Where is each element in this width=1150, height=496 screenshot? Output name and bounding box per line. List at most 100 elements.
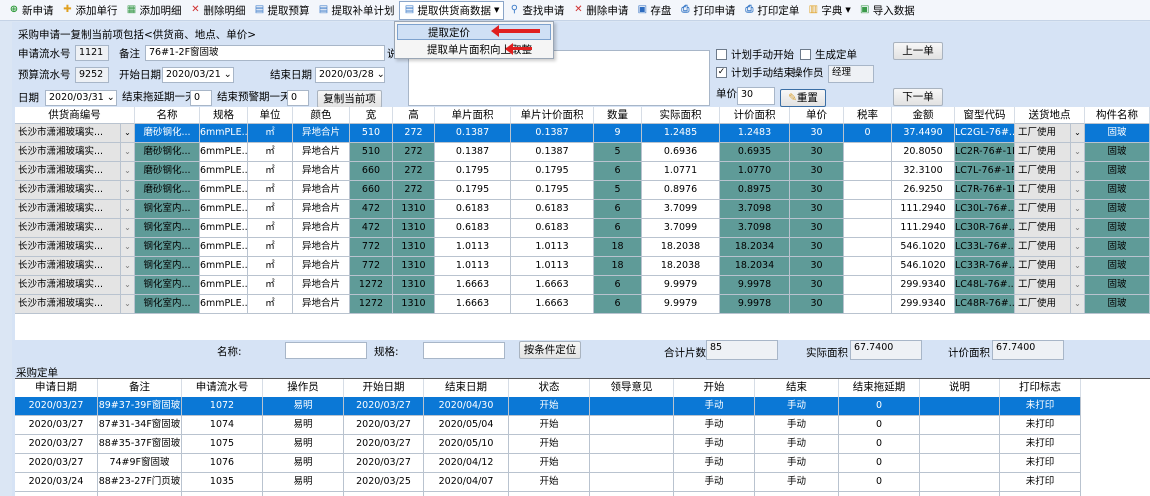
delivery-select[interactable]: 工厂使用 <box>1015 295 1071 314</box>
column-header[interactable]: 申请日期 <box>15 379 98 398</box>
column-header[interactable]: 领导意见 <box>590 379 674 398</box>
end-date-picker[interactable]: 2020/03/28 ⌄ <box>315 67 385 83</box>
toolbar-button-2[interactable]: ▦ 添加明细 <box>122 1 186 20</box>
chevron-down-icon[interactable]: ⌄ <box>1071 124 1085 143</box>
chevron-down-icon[interactable]: ⌄ <box>1071 257 1085 276</box>
chevron-down-icon[interactable]: ⌄ <box>1071 295 1085 314</box>
chevron-down-icon[interactable]: ⌄ <box>121 238 135 257</box>
warn-field[interactable]: 0 <box>287 90 309 106</box>
next-order-button[interactable]: 下一单 <box>893 88 943 106</box>
column-header[interactable]: 数量 <box>594 107 642 124</box>
column-header[interactable]: 颜色 <box>293 107 350 124</box>
apply-no-field[interactable]: 1121 <box>75 45 109 61</box>
chevron-down-icon[interactable]: ⌄ <box>1071 276 1085 295</box>
toolbar-button-13[interactable]: ▣ 导入数据 <box>855 1 919 20</box>
chevron-down-icon[interactable]: ⌄ <box>121 181 135 200</box>
copy-current-button[interactable]: 复制当前项 <box>317 90 382 108</box>
supplier-select[interactable]: 长沙市潇湘玻璃实... <box>15 276 121 295</box>
column-header[interactable]: 结束 <box>755 379 839 398</box>
supplier-select[interactable]: 长沙市潇湘玻璃实... <box>15 162 121 181</box>
column-header[interactable]: 结束拖延期 <box>839 379 920 398</box>
menu-item-extract-price[interactable]: 提取定价 <box>397 24 551 40</box>
toolbar-button-11[interactable]: ⎙ 打印定单 <box>739 1 803 20</box>
chevron-down-icon[interactable]: ⌄ <box>121 276 135 295</box>
toolbar-button-10[interactable]: ⎙ 打印申请 <box>675 1 739 20</box>
supplier-select[interactable]: 长沙市潇湘玻璃实... <box>15 238 121 257</box>
chevron-down-icon[interactable]: ⌄ <box>121 200 135 219</box>
delivery-select[interactable]: 工厂使用 <box>1015 181 1071 200</box>
toolbar-button-12[interactable]: ▥ 字典 ▼ <box>803 1 854 20</box>
operator-field[interactable]: 经理 <box>828 65 874 83</box>
supplier-select[interactable]: 长沙市潇湘玻璃实... <box>15 143 121 162</box>
toolbar-button-9[interactable]: ▣ 存盘 <box>632 1 675 20</box>
column-header[interactable]: 操作员 <box>263 379 344 398</box>
chevron-down-icon[interactable]: ⌄ <box>1071 238 1085 257</box>
column-header[interactable]: 单价 <box>790 107 844 124</box>
column-header[interactable]: 打印标志 <box>1000 379 1081 398</box>
filter-spec-input[interactable] <box>423 342 505 359</box>
column-header[interactable]: 备注 <box>98 379 182 398</box>
chevron-down-icon[interactable]: ⌄ <box>1071 219 1085 238</box>
chevron-down-icon[interactable]: ⌄ <box>121 143 135 162</box>
toolbar-button-1[interactable]: ✚ 添加单行 <box>58 1 122 20</box>
delivery-select[interactable]: 工厂使用 <box>1015 143 1071 162</box>
chevron-down-icon[interactable]: ⌄ <box>1071 200 1085 219</box>
table-row[interactable]: 2020/03/27 88#35-37F窗固玻 1075 易明 2020/03/27 20… <box>15 435 1150 454</box>
chevron-down-icon[interactable]: ⌄ <box>121 162 135 181</box>
table-row[interactable]: 2020/03/27 89#37-39F窗固玻 1072 易明 2020/03/27 20… <box>15 397 1150 416</box>
chevron-down-icon[interactable]: ⌄ <box>1071 181 1085 200</box>
delivery-select[interactable]: 工厂使用 <box>1015 276 1071 295</box>
reset-button[interactable]: ✎重置 <box>780 89 826 107</box>
column-header[interactable]: 申请流水号 <box>182 379 263 398</box>
delay-field[interactable]: 0 <box>190 90 212 106</box>
chevron-down-icon[interactable]: ⌄ <box>1071 143 1085 162</box>
toolbar-button-0[interactable]: ⊕ 新申请 <box>4 1 58 20</box>
column-header[interactable]: 税率 <box>844 107 892 124</box>
delivery-select[interactable]: 工厂使用 <box>1015 162 1071 181</box>
delivery-select[interactable]: 工厂使用 <box>1015 200 1071 219</box>
supplier-select[interactable]: 长沙市潇湘玻璃实... <box>15 200 121 219</box>
chevron-down-icon[interactable]: ⌄ <box>121 219 135 238</box>
delivery-select[interactable]: 工厂使用 <box>1015 124 1071 143</box>
column-header[interactable]: 开始日期 <box>344 379 424 398</box>
supplier-select[interactable]: 长沙市潇湘玻璃实... <box>15 257 121 276</box>
prev-order-button[interactable]: 上一单 <box>893 42 943 60</box>
delivery-select[interactable]: 工厂使用 <box>1015 219 1071 238</box>
chevron-down-icon[interactable]: ⌄ <box>121 257 135 276</box>
start-date-picker[interactable]: 2020/03/21 ⌄ <box>162 67 234 83</box>
table-row[interactable]: 2020/03/27 74#9F窗固玻 1076 易明 2020/03/27 2020/0… <box>15 454 1150 473</box>
column-header[interactable]: 单片计价面积 <box>511 107 594 124</box>
supplier-select[interactable]: 长沙市潇湘玻璃实... <box>15 219 121 238</box>
column-header[interactable]: 窗型代码 <box>955 107 1015 124</box>
column-header[interactable]: 结束日期 <box>424 379 509 398</box>
column-header[interactable]: 送货地点 <box>1015 107 1085 124</box>
plan-start-checkbox[interactable] <box>716 49 727 60</box>
toolbar-button-6[interactable]: ▤ 提取供货商数据 ▼ <box>398 0 505 20</box>
column-header[interactable]: 规格 <box>200 107 248 124</box>
column-header[interactable]: 单位 <box>248 107 293 124</box>
column-header[interactable]: 供货商编号 <box>15 107 135 124</box>
toolbar-button-4[interactable]: ▤ 提取预算 <box>250 1 314 20</box>
chevron-down-icon[interactable]: ⌄ <box>1071 162 1085 181</box>
table-row[interactable]: 2020/03/24 88#23-27F门页玻 1035 易明 2020/03/25 20… <box>15 473 1150 492</box>
delivery-select[interactable]: 工厂使用 <box>1015 257 1071 276</box>
column-header[interactable]: 构件名称 <box>1085 107 1150 124</box>
gen-order-checkbox[interactable] <box>800 49 811 60</box>
column-header[interactable]: 高 <box>393 107 435 124</box>
supplier-select[interactable]: 长沙市潇湘玻璃实... <box>15 295 121 314</box>
locate-button[interactable]: 按条件定位 <box>519 341 581 359</box>
supplier-select[interactable]: 长沙市潇湘玻璃实... <box>15 124 121 143</box>
toolbar-button-8[interactable]: ✕ 删除申请 <box>568 1 632 20</box>
toolbar-button-5[interactable]: ▤ 提取补单计划 <box>314 1 399 20</box>
column-header[interactable]: 名称 <box>135 107 200 124</box>
column-header[interactable]: 说明 <box>920 379 1000 398</box>
description-textarea[interactable] <box>408 50 710 106</box>
